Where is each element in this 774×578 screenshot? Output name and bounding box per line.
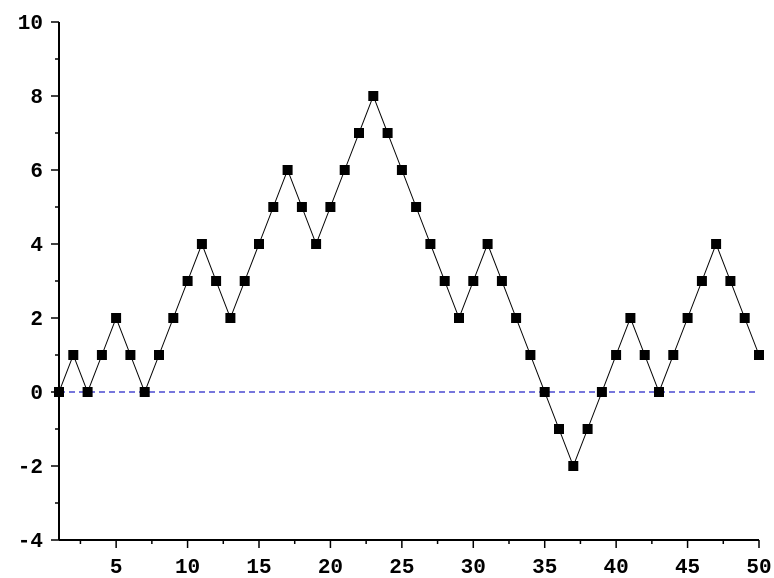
data-point	[468, 276, 479, 286]
x-tick-label: 40	[604, 557, 629, 578]
axes-layer	[51, 21, 760, 548]
data-point	[711, 239, 722, 249]
x-tick-label: 50	[746, 557, 771, 578]
series-layer	[54, 91, 764, 471]
y-tick-label: 6	[30, 161, 43, 184]
data-point	[396, 165, 407, 175]
data-point	[254, 239, 264, 249]
x-tick-label: 10	[175, 557, 200, 578]
data-point	[182, 276, 193, 286]
data-point	[511, 313, 522, 323]
series-line	[58, 94, 760, 468]
data-point	[239, 276, 250, 286]
x-tick-label: 45	[675, 557, 700, 578]
x-tick-label: 35	[532, 557, 557, 578]
x-tick-label: 5	[110, 557, 123, 578]
data-point	[125, 350, 136, 360]
data-point	[411, 202, 422, 212]
data-point	[168, 313, 179, 323]
data-point	[325, 202, 336, 212]
x-tick-label: 20	[318, 557, 343, 578]
data-point	[382, 128, 393, 138]
data-point	[639, 350, 650, 360]
data-point	[282, 165, 293, 175]
data-point	[739, 313, 750, 323]
data-point	[725, 276, 736, 286]
data-point	[368, 91, 379, 101]
data-point	[625, 313, 636, 323]
x-tick-label: 15	[246, 557, 271, 578]
data-point	[354, 128, 364, 138]
data-point	[754, 350, 764, 360]
data-point	[82, 387, 93, 397]
tick-labels-layer: -4 -2 0 2 4 6 8 10 5 10 15 20 25 30 35 40 45 50	[18, 13, 772, 578]
data-point	[611, 350, 622, 360]
y-tick-label: -4	[18, 531, 43, 554]
data-point	[696, 276, 707, 286]
data-point	[496, 276, 507, 286]
y-tick-label: 0	[30, 383, 43, 406]
data-point	[568, 461, 579, 471]
data-point	[539, 387, 550, 397]
y-tick-label: -2	[18, 457, 43, 480]
data-point	[339, 165, 350, 175]
data-point	[139, 387, 150, 397]
data-point	[196, 239, 207, 249]
data-point	[68, 350, 79, 360]
data-point	[425, 239, 436, 249]
y-tick-label: 10	[18, 13, 43, 36]
x-tick-label: 25	[389, 557, 414, 578]
data-point	[596, 387, 607, 397]
data-point	[96, 350, 107, 360]
y-tick-label: 2	[30, 309, 43, 332]
data-point	[582, 424, 593, 434]
data-point	[311, 239, 322, 249]
data-point	[211, 276, 222, 286]
y-tick-label: 4	[30, 235, 43, 258]
data-point	[482, 239, 493, 249]
data-point	[554, 424, 564, 434]
data-point	[454, 313, 464, 323]
data-point	[668, 350, 679, 360]
y-tick-label: 8	[30, 87, 43, 110]
data-point	[154, 350, 164, 360]
data-point	[439, 276, 450, 286]
x-tick-label: 30	[461, 557, 486, 578]
data-point	[525, 350, 536, 360]
data-point	[654, 387, 664, 397]
data-point	[268, 202, 279, 212]
data-point	[682, 313, 693, 323]
data-point	[111, 313, 122, 323]
data-point	[225, 313, 236, 323]
data-point	[296, 202, 307, 212]
